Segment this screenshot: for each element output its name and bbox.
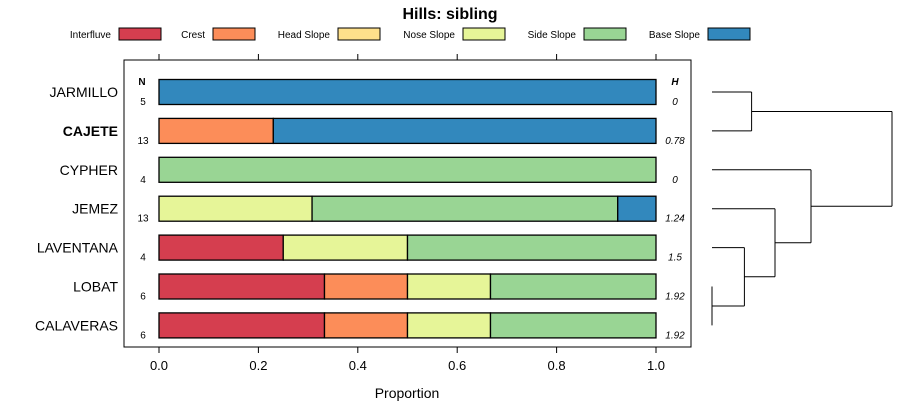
- legend-label[interactable]: Nose Slope: [403, 30, 455, 41]
- row-h: 0.78: [665, 136, 685, 147]
- row-h: 1.92: [665, 292, 685, 303]
- row-label: LAVENTANA: [37, 240, 119, 256]
- row-n: 13: [137, 136, 149, 147]
- legend-label[interactable]: Base Slope: [649, 30, 701, 41]
- legend-swatch: [118, 27, 162, 41]
- legend-label[interactable]: Side Slope: [528, 30, 577, 41]
- bar-segment: [158, 273, 326, 300]
- bar-segment: [158, 156, 657, 183]
- x-tick-label: 0.8: [548, 358, 566, 373]
- x-tick-label: 1.0: [647, 358, 665, 373]
- bars: JARMILLO 5 0 CAJETE 13 0.78 CYPHER 4 0 JEMEZ 13 1.2…: [35, 78, 685, 341]
- row-h: 1.24: [665, 214, 685, 225]
- legend-swatch: [583, 27, 627, 41]
- row-h: 1.5: [668, 253, 682, 264]
- bar-segment: [406, 234, 657, 261]
- legend-label[interactable]: Head Slope: [278, 30, 331, 41]
- row-n: 4: [140, 253, 146, 264]
- bar-segment: [158, 195, 313, 222]
- legend-swatch: [337, 27, 381, 41]
- bar-segment: [158, 78, 657, 106]
- x-tick-label: 0.0: [150, 358, 168, 373]
- dendrogram: [711, 91, 893, 326]
- legend-swatch: [212, 27, 256, 41]
- legend-swatch: [707, 27, 751, 41]
- row-n: 6: [140, 330, 146, 341]
- chart-title: Hills: sibling: [402, 6, 497, 23]
- legend-label[interactable]: Crest: [181, 30, 205, 41]
- plot-frame: [123, 59, 692, 348]
- row-label: CYPHER: [60, 162, 118, 178]
- row-label: LOBAT: [73, 279, 118, 295]
- bar-segment: [489, 273, 657, 300]
- row-h: 1.92: [665, 330, 685, 341]
- bar-segment: [323, 273, 409, 300]
- x-axis-label: Proportion: [375, 385, 440, 401]
- row-label: CAJETE: [63, 123, 118, 139]
- bar-segment: [406, 312, 492, 339]
- bar-segment: [323, 312, 409, 339]
- x-tick-label: 0.6: [448, 358, 466, 373]
- x-axis: 0.0 0.2 0.4 0.6 0.8 1.0: [150, 54, 665, 373]
- n-header: N: [138, 77, 145, 88]
- bar-segment: [282, 234, 409, 261]
- row-n: 4: [140, 175, 146, 186]
- row-n: 5: [140, 97, 146, 108]
- h-header: H: [671, 77, 679, 88]
- row-n: 6: [140, 292, 146, 303]
- row-h: 0: [672, 175, 678, 186]
- bar-segment: [158, 117, 274, 145]
- bar-segment: [406, 273, 492, 300]
- legend-swatch: [462, 27, 506, 41]
- row-h: 0: [672, 97, 678, 108]
- bar-segment: [158, 312, 326, 339]
- row-label: JEMEZ: [72, 201, 118, 217]
- x-tick-label: 0.4: [349, 358, 367, 373]
- bar-segment: [617, 195, 657, 222]
- bar-segment: [158, 234, 284, 261]
- x-tick-label: 0.2: [249, 358, 267, 373]
- row-n: 13: [137, 214, 149, 225]
- bar-segment: [272, 117, 657, 145]
- bar-segment: [311, 195, 619, 222]
- bar-segment: [489, 312, 657, 339]
- legend-label[interactable]: Interfluve: [70, 30, 112, 41]
- row-label: JARMILLO: [50, 84, 119, 100]
- legend: Interfluve Crest Head Slope Nose Slope Side …: [70, 27, 751, 41]
- row-label: CALAVERAS: [35, 317, 118, 333]
